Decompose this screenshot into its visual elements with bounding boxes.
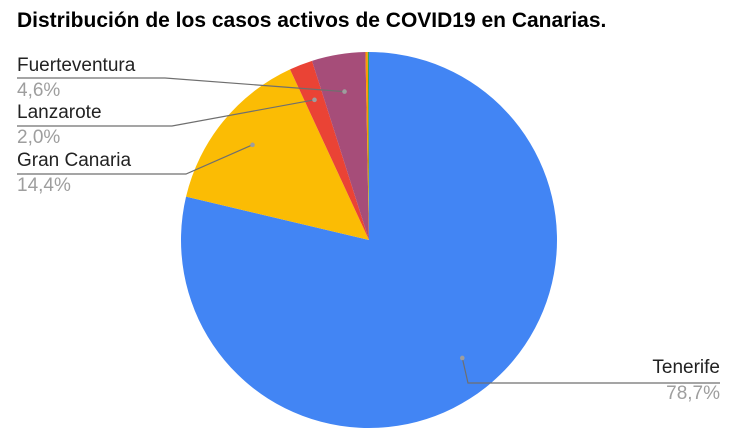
chart-title: Distribución de los casos activos de COV… [17,9,607,32]
leader-line-lanzarote [17,99,315,127]
pie-slice-slice-4 [365,52,369,241]
leader-dot-fuerteventura [342,89,347,94]
leader-dot-gran-canaria [250,142,255,148]
leader-line-fuerteventura [17,77,345,93]
slice-label-tenerife: Tenerife [652,357,720,378]
slice-percent-gran-canaria: 14,4% [17,175,71,196]
slice-label-gran-canaria: Gran Canaria [17,150,131,171]
leader-line-tenerife [461,357,720,384]
pie-slice-slice-5 [367,52,369,240]
slice-label-fuerteventura: Fuerteventura [17,55,136,76]
slice-percent-fuerteventura: 4,6% [17,80,60,101]
leader-line-gran-canaria [17,144,253,175]
slice-label-lanzarote: Lanzarote [17,102,102,123]
pie-slice-gran-canaria [186,69,369,240]
slice-percent-lanzarote: 2,0% [17,127,60,148]
pie-slice-lanzarote [290,60,369,240]
leader-dot-lanzarote [312,97,317,103]
pie-slice-fuerteventura [312,52,369,240]
leader-dot-tenerife [459,355,465,361]
slice-percent-tenerife: 78,7% [666,383,720,404]
